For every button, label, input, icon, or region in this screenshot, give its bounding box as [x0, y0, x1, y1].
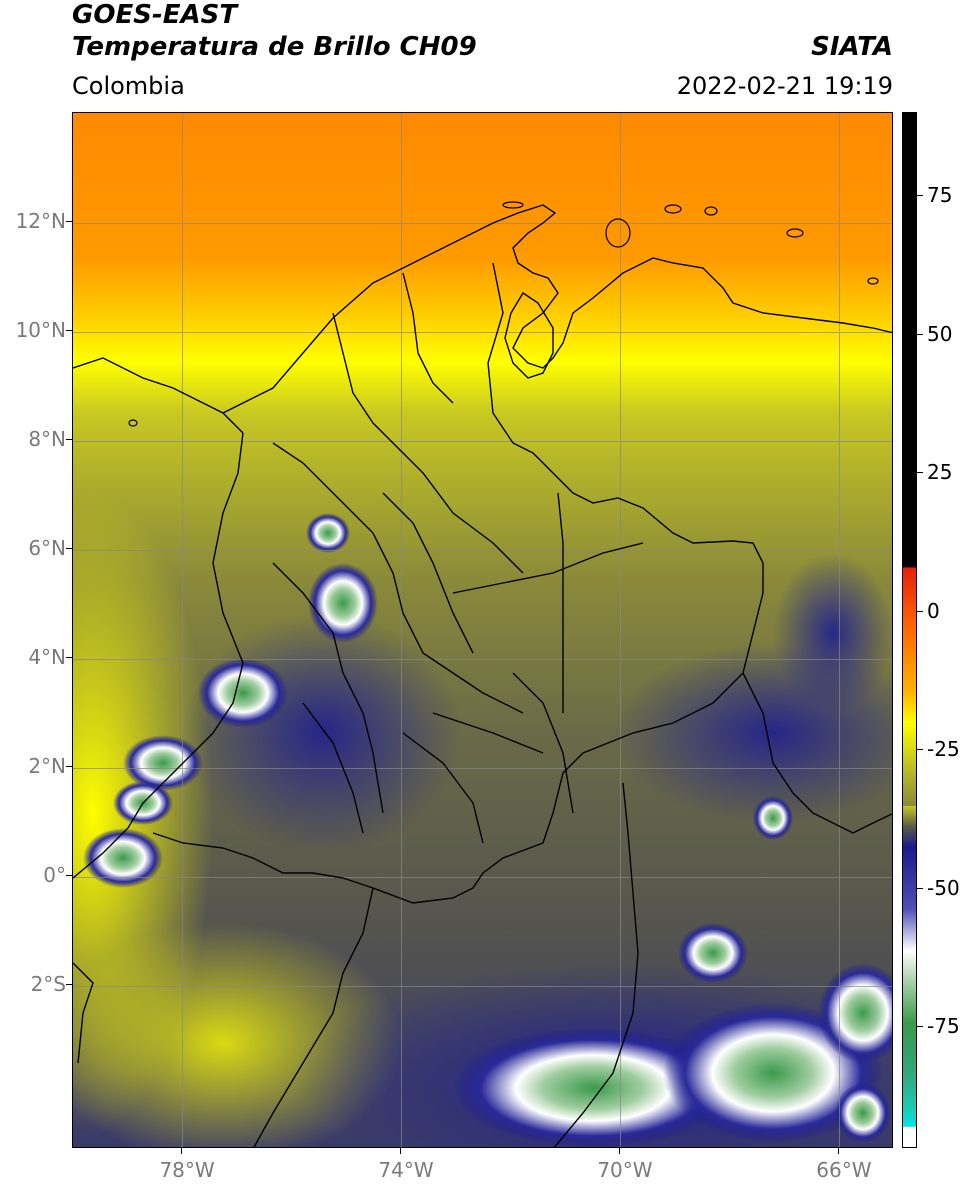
lat-tick-label: 12°N: [15, 209, 66, 234]
satellite-map: [72, 112, 893, 1148]
temperature-colorbar: [902, 112, 917, 1148]
lon-tick-label: 74°W: [378, 1158, 434, 1182]
colorbar-tick-label: -50: [927, 875, 960, 900]
lat-tick-mark: [66, 984, 72, 986]
colorbar-tick-mark: [917, 749, 923, 751]
lat-tick-label: 8°N: [28, 427, 66, 452]
lat-tick-mark: [66, 875, 72, 877]
colorbar-tick-label: 75: [927, 183, 953, 208]
colorbar-tick-mark: [917, 195, 923, 197]
lat-tick-mark: [66, 221, 72, 223]
country-borders: [73, 204, 892, 1147]
colorbar-tick-mark: [917, 610, 923, 612]
region-label: Colombia: [72, 72, 185, 100]
colorbar-tick-label: -75: [927, 1014, 960, 1039]
lat-tick-mark: [66, 548, 72, 550]
lon-tick-mark: [400, 1148, 402, 1154]
lat-tick-label: 2°N: [28, 754, 66, 779]
organization-label: SIATA: [811, 32, 893, 62]
lon-tick-label: 78°W: [159, 1158, 215, 1182]
colorbar-tick-label: 50: [927, 321, 953, 346]
title-satellite: GOES-EAST: [72, 0, 238, 30]
lat-tick-label: 10°N: [15, 318, 66, 343]
colorbar-tick-mark: [917, 1026, 923, 1028]
datetime-label: 2022-02-21 19:19: [676, 72, 893, 100]
colorbar-tick-label: 0: [927, 598, 940, 623]
lon-tick-mark: [838, 1148, 840, 1154]
colorbar-tick-mark: [917, 887, 923, 889]
lon-tick-label: 66°W: [816, 1158, 872, 1182]
lat-tick-label: 0°: [43, 863, 66, 888]
lat-tick-label: 2°S: [30, 972, 66, 997]
lat-tick-mark: [66, 439, 72, 441]
lat-tick-mark: [66, 766, 72, 768]
lat-tick-label: 6°N: [28, 536, 66, 561]
lat-tick-mark: [66, 657, 72, 659]
lon-tick-mark: [181, 1148, 183, 1154]
colorbar-tick-label: 25: [927, 460, 953, 485]
colorbar-tick-mark: [917, 472, 923, 474]
lon-tick-mark: [619, 1148, 621, 1154]
lon-tick-label: 70°W: [597, 1158, 653, 1182]
grid-lines: [73, 113, 892, 1147]
colorbar-tick-mark: [917, 333, 923, 335]
lat-tick-mark: [66, 330, 72, 332]
title-product: Temperatura de Brillo CH09: [72, 32, 477, 62]
colorbar-gradient: [903, 113, 916, 1147]
colorbar-tick-label: -25: [927, 737, 960, 762]
lat-tick-label: 4°N: [28, 645, 66, 670]
map-image: [73, 113, 892, 1147]
